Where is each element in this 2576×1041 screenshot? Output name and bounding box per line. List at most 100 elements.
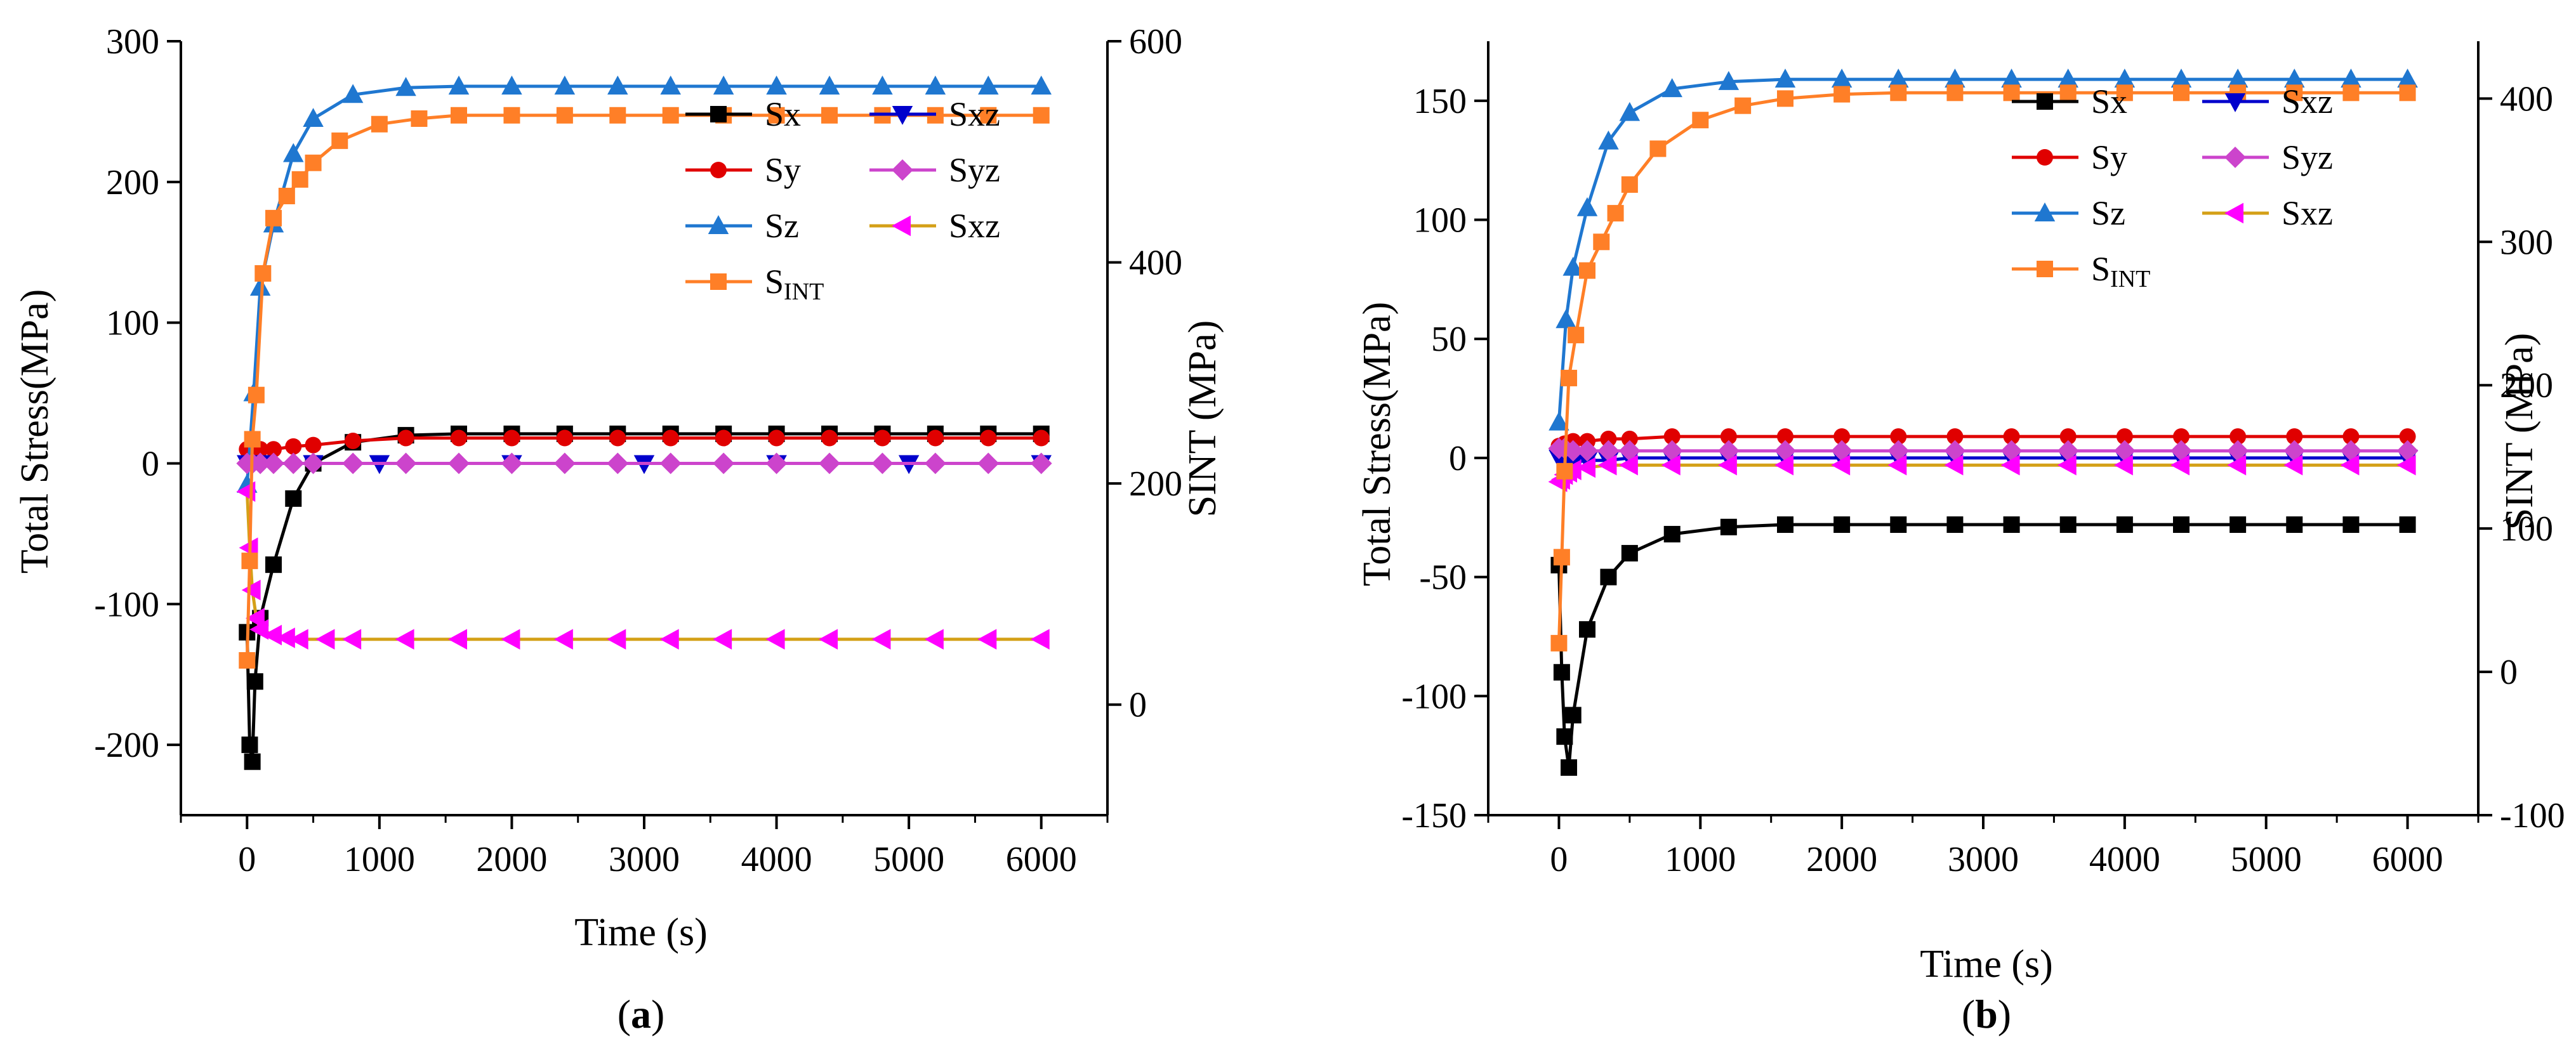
- data-point: [609, 107, 626, 124]
- legend-swatch-marker: [2224, 202, 2243, 224]
- data-point: [451, 107, 467, 124]
- x-axis-label: Time (s): [574, 911, 708, 954]
- data-point: [1550, 634, 1568, 651]
- data-point: [819, 629, 838, 650]
- data-point: [448, 452, 470, 475]
- legend-label: SINT: [2091, 250, 2150, 292]
- series-line: [246, 436, 1041, 454]
- data-point: [371, 115, 388, 133]
- data-point: [246, 673, 263, 690]
- legend-entry: SINT: [685, 263, 824, 305]
- data-point: [1562, 256, 1583, 276]
- data-point: [1946, 516, 1964, 534]
- data-point: [1887, 440, 1910, 462]
- y-tick-label: -150: [1401, 796, 1467, 835]
- data-point: [1553, 549, 1570, 566]
- data-point: [1944, 440, 1966, 462]
- y-axis-label: Total Stress(MPa): [1356, 302, 1399, 587]
- data-point: [768, 107, 785, 124]
- data-point: [1831, 69, 1853, 88]
- data-point: [2000, 440, 2023, 462]
- legend-entry: Sxz: [869, 207, 1000, 245]
- legend-entry: Sz: [685, 207, 799, 245]
- series-sint: [239, 107, 1050, 669]
- data-point: [2059, 84, 2077, 101]
- data-point: [1562, 440, 1584, 462]
- data-point: [302, 452, 324, 475]
- legend-swatch-marker: [892, 215, 911, 237]
- data-point: [2286, 84, 2303, 101]
- data-point: [2003, 428, 2020, 445]
- y-tick-label: 200: [106, 163, 159, 202]
- data-point: [2396, 454, 2416, 476]
- series-sx: [239, 425, 1050, 770]
- data-point: [977, 629, 997, 650]
- data-point: [1597, 440, 1620, 462]
- data-point: [713, 75, 734, 95]
- data-point: [2341, 69, 2361, 88]
- data-point: [713, 452, 735, 475]
- data-point: [1597, 454, 1617, 476]
- data-point: [342, 84, 364, 103]
- data-point: [821, 107, 838, 124]
- y-tick-label: -100: [94, 585, 159, 624]
- data-point: [451, 429, 467, 447]
- data-point: [1777, 90, 1793, 107]
- y-tick-label: 0: [1449, 439, 1467, 478]
- legend-label: Sx: [765, 95, 801, 133]
- y2-tick-label: 200: [2500, 366, 2553, 405]
- data-point: [1561, 369, 1578, 386]
- data-point: [1833, 516, 1851, 534]
- data-point: [924, 452, 946, 475]
- legend-swatch-marker: [2224, 147, 2246, 168]
- data-point: [1618, 440, 1641, 462]
- data-point: [1579, 621, 1595, 638]
- y-tick-label: 300: [106, 22, 159, 62]
- data-point: [2057, 454, 2077, 476]
- y2-tick-label: -100: [2500, 796, 2565, 835]
- data-point: [1890, 428, 1907, 445]
- series-line: [1558, 435, 2408, 448]
- data-point: [2396, 440, 2419, 462]
- data-point: [1888, 69, 1909, 88]
- data-point: [248, 386, 265, 403]
- data-point: [1718, 70, 1740, 90]
- data-point: [1564, 707, 1582, 724]
- legend-swatch-marker: [2034, 202, 2056, 221]
- legend-swatch-marker: [2037, 261, 2053, 277]
- y2-tick-label: 100: [2500, 509, 2553, 549]
- data-point: [1556, 309, 1576, 329]
- data-point: [503, 429, 520, 447]
- x-tick-label: 2000: [1806, 840, 1877, 879]
- data-point: [342, 629, 362, 650]
- data-point: [1549, 411, 1569, 431]
- series-line: [245, 114, 1041, 661]
- data-point: [244, 431, 261, 448]
- data-point: [2059, 428, 2077, 445]
- data-point: [925, 75, 946, 95]
- legend-swatch-marker: [2224, 93, 2246, 112]
- data-point: [448, 75, 470, 95]
- legend-label: Sz: [2091, 194, 2125, 232]
- legend-label: Syz: [2282, 138, 2333, 176]
- x-axis-label: Time (s): [1920, 943, 2053, 986]
- data-point: [766, 75, 787, 95]
- y-tick-label: -200: [94, 726, 159, 765]
- y2-tick-label: 0: [1129, 686, 1147, 725]
- series-sxz-2-: [236, 481, 1050, 650]
- data-point: [1576, 452, 1598, 471]
- data-point: [1556, 728, 1573, 745]
- data-point: [245, 608, 265, 629]
- data-point: [1945, 69, 1965, 88]
- y-tick-label: 100: [106, 304, 159, 343]
- data-point: [819, 75, 840, 95]
- data-point: [1661, 78, 1682, 98]
- y-tick-label: 50: [1431, 320, 1467, 359]
- data-point: [1692, 112, 1709, 129]
- data-point: [874, 429, 891, 447]
- data-point: [2340, 440, 2362, 462]
- data-point: [501, 629, 520, 650]
- data-point: [978, 75, 999, 95]
- data-point: [501, 452, 523, 475]
- data-point: [1600, 430, 1617, 447]
